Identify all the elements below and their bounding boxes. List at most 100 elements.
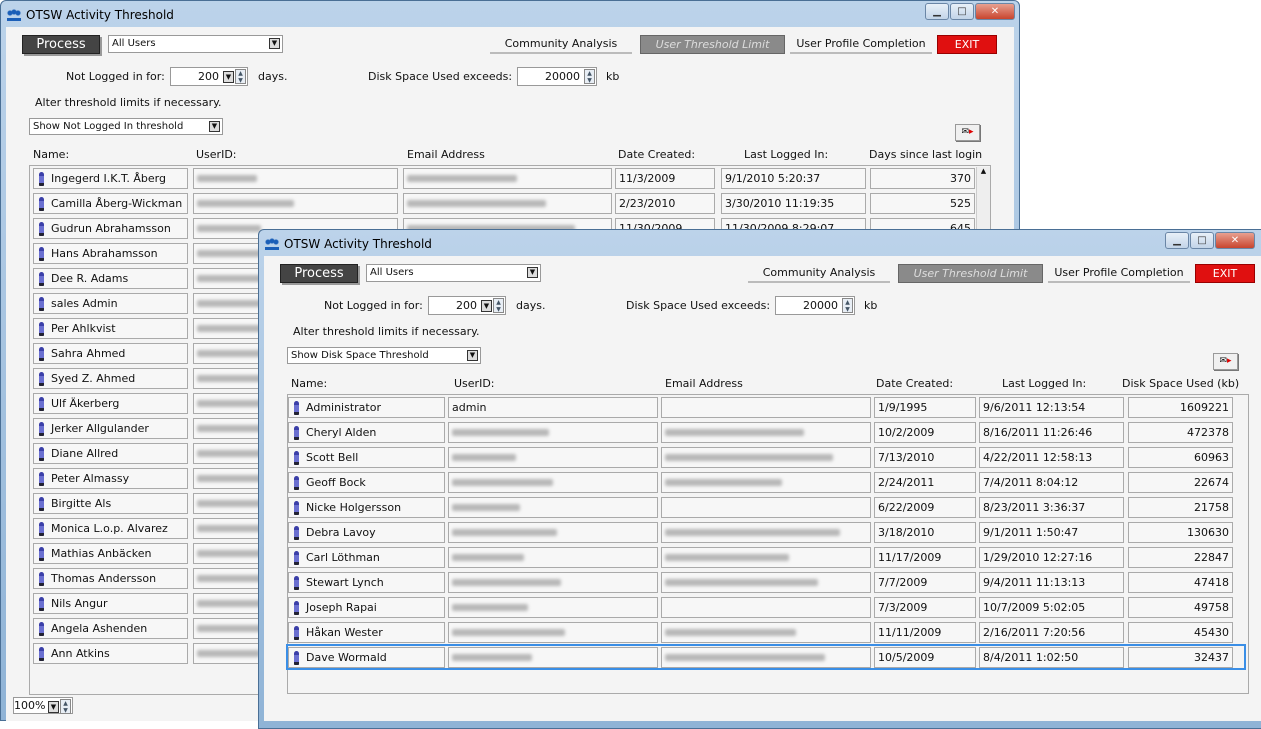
userid-cell[interactable] (193, 168, 398, 189)
tab-community-analysis[interactable]: Community Analysis (748, 264, 890, 283)
chevron-down-icon[interactable]: ▼ (269, 38, 280, 49)
disk-space-spinner[interactable]: 20000 ▲ ▼ (517, 67, 597, 86)
days-cell: 370 (870, 168, 975, 189)
maximize-button[interactable]: □ (1190, 232, 1214, 249)
name-cell[interactable]: Birgitte Als (33, 493, 188, 514)
up-down-arrows-icon[interactable]: ▲ ▼ (584, 69, 595, 84)
minimize-button[interactable]: ▁ (925, 3, 949, 20)
name-cell[interactable]: Sahra Ahmed (33, 343, 188, 364)
not-logged-days-spinner[interactable]: 200 ▼ ▲ ▼ (428, 296, 506, 315)
chevron-down-icon[interactable]: ▼ (527, 267, 538, 278)
chevron-down-icon[interactable]: ▼ (223, 71, 234, 83)
userid-cell[interactable] (448, 647, 658, 668)
tab-user-threshold-limit[interactable]: User Threshold Limit (640, 35, 785, 54)
email-cell[interactable] (661, 522, 871, 543)
name-cell[interactable]: Thomas Andersson (33, 568, 188, 589)
name-cell[interactable]: Geoff Bock (288, 472, 445, 493)
name-cell[interactable]: Gudrun Abrahamsson (33, 218, 188, 239)
userid-cell[interactable] (448, 472, 658, 493)
email-cell[interactable] (661, 497, 871, 518)
name-cell[interactable]: sales Admin (33, 293, 188, 314)
process-button[interactable]: Process (22, 35, 100, 54)
exit-button[interactable]: EXIT (1195, 264, 1255, 283)
name-cell[interactable]: Stewart Lynch (288, 572, 445, 593)
up-down-arrows-icon[interactable]: ▲ ▼ (235, 69, 246, 84)
email-cell[interactable] (661, 597, 871, 618)
userid-cell[interactable] (448, 622, 658, 643)
name-cell[interactable]: Cheryl Alden (288, 422, 445, 443)
name-cell[interactable]: Mathias Anbäcken (33, 543, 188, 564)
person-icon (39, 297, 44, 311)
name-cell[interactable]: Peter Almassy (33, 468, 188, 489)
userid-cell[interactable] (448, 597, 658, 618)
email-cell[interactable] (661, 622, 871, 643)
email-cell[interactable] (661, 422, 871, 443)
name-cell[interactable]: Carl Löthman (288, 547, 445, 568)
userid-cell[interactable] (193, 193, 398, 214)
email-cell[interactable] (403, 168, 612, 189)
threshold-view-select[interactable]: Show Not Logged In threshold ▼ (29, 118, 223, 135)
name-cell[interactable]: Angela Ashenden (33, 618, 188, 639)
email-cell[interactable] (403, 193, 612, 214)
email-icon[interactable]: ✉▸ (1213, 353, 1238, 370)
last-logged-in-cell: 8/23/2011 3:36:37 (979, 497, 1124, 518)
close-button[interactable]: ✕ (975, 3, 1015, 20)
userid-cell[interactable] (448, 422, 658, 443)
name-cell[interactable]: Dee R. Adams (33, 268, 188, 289)
name-cell[interactable]: Hans Abrahamsson (33, 243, 188, 264)
maximize-button[interactable]: □ (950, 3, 974, 20)
chevron-down-icon[interactable]: ▼ (48, 701, 59, 713)
up-down-arrows-icon[interactable]: ▲ ▼ (493, 298, 504, 313)
user-filter-select[interactable]: All Users ▼ (108, 35, 283, 53)
zoom-spinner[interactable]: 100% ▼ ▲ ▼ (13, 697, 73, 714)
userid-cell[interactable]: admin (448, 397, 658, 418)
up-down-arrows-icon[interactable]: ▲ ▼ (842, 298, 853, 313)
name-cell[interactable]: Nicke Holgersson (288, 497, 445, 518)
name-cell[interactable]: Administrator (288, 397, 445, 418)
tab-user-profile-completion[interactable]: User Profile Completion (790, 35, 932, 54)
email-icon[interactable]: ✉▸ (955, 124, 980, 141)
name-cell[interactable]: Camilla Åberg-Wickman (33, 193, 188, 214)
date-created-cell: 7/13/2010 (874, 447, 976, 468)
close-button[interactable]: ✕ (1215, 232, 1255, 249)
tab-community-analysis[interactable]: Community Analysis (490, 35, 632, 54)
name-cell[interactable]: Håkan Wester (288, 622, 445, 643)
name-cell[interactable]: Monica L.o.p. Alvarez (33, 518, 188, 539)
name-cell[interactable]: Debra Lavoy (288, 522, 445, 543)
name-cell[interactable]: Dave Wormald (288, 647, 445, 668)
userid-cell[interactable] (448, 447, 658, 468)
name-cell[interactable]: Joseph Rapai (288, 597, 445, 618)
userid-cell[interactable] (448, 572, 658, 593)
process-button[interactable]: Process (280, 264, 358, 283)
email-cell[interactable] (661, 547, 871, 568)
userid-cell[interactable] (448, 497, 658, 518)
userid-cell[interactable] (448, 547, 658, 568)
email-cell[interactable] (661, 397, 871, 418)
name-cell[interactable]: Per Ahlkvist (33, 318, 188, 339)
email-cell[interactable] (661, 472, 871, 493)
email-cell[interactable] (661, 447, 871, 468)
name-cell[interactable]: Ann Atkins (33, 643, 188, 664)
email-cell[interactable] (661, 647, 871, 668)
chevron-down-icon[interactable]: ▼ (467, 350, 478, 361)
up-down-arrows-icon[interactable]: ▲ ▼ (60, 699, 71, 714)
name-cell[interactable]: Ulf Äkerberg (33, 393, 188, 414)
tab-user-threshold-limit[interactable]: User Threshold Limit (898, 264, 1043, 283)
name-cell[interactable]: Syed Z. Ahmed (33, 368, 188, 389)
name-cell[interactable]: Jerker Allgulander (33, 418, 188, 439)
not-logged-days-spinner[interactable]: 200 ▼ ▲ ▼ (170, 67, 248, 86)
disk-space-spinner[interactable]: 20000 ▲ ▼ (775, 296, 855, 315)
userid-cell[interactable] (448, 522, 658, 543)
user-filter-select[interactable]: All Users ▼ (366, 264, 541, 282)
threshold-view-select[interactable]: Show Disk Space Threshold ▼ (287, 347, 481, 364)
name-cell[interactable]: Scott Bell (288, 447, 445, 468)
minimize-button[interactable]: ▁ (1165, 232, 1189, 249)
name-cell[interactable]: Nils Angur (33, 593, 188, 614)
tab-user-profile-completion[interactable]: User Profile Completion (1048, 264, 1190, 283)
name-cell[interactable]: Ingegerd I.K.T. Åberg (33, 168, 188, 189)
chevron-down-icon[interactable]: ▼ (481, 300, 492, 312)
email-cell[interactable] (661, 572, 871, 593)
exit-button[interactable]: EXIT (937, 35, 997, 54)
chevron-down-icon[interactable]: ▼ (209, 121, 220, 132)
name-cell[interactable]: Diane Allred (33, 443, 188, 464)
